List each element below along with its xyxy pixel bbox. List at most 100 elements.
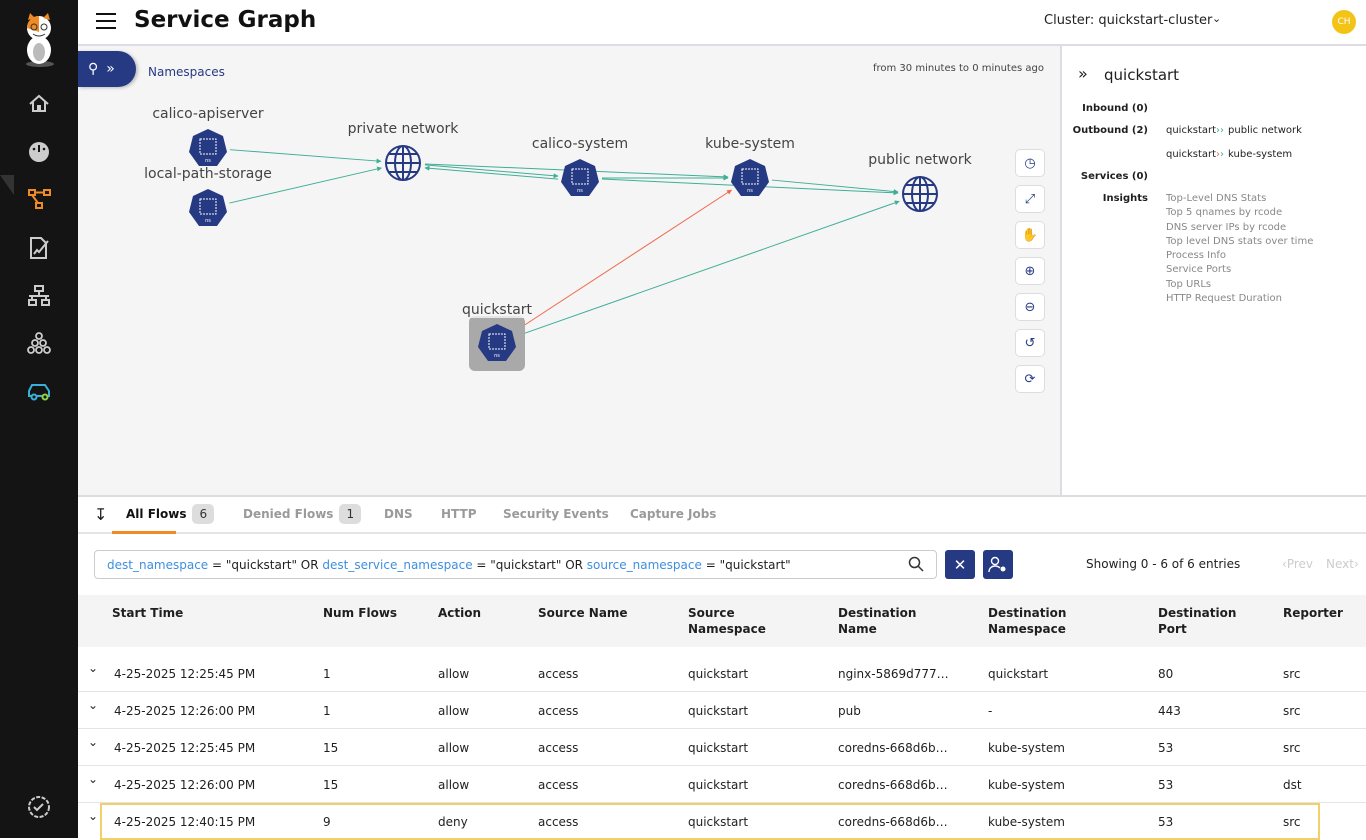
table-row[interactable]: ⌄ 4-25-2025 12:26:00 PM 1 allow access quicks… [78, 692, 1366, 729]
collapse-panel-icon[interactable]: » [1078, 64, 1088, 83]
column-header-source-name[interactable]: Source Name [538, 606, 628, 620]
graph-node-private-network[interactable] [383, 143, 423, 183]
search-icon[interactable] [908, 556, 924, 572]
insight-link[interactable]: Top 5 qnames by rcode [1166, 207, 1283, 219]
column-header-destination-name[interactable]: Destination Name [838, 606, 917, 636]
graph-node-kube-system[interactable]: ns [730, 158, 770, 198]
graph-edge-kube-system-to-public-network[interactable] [771, 179, 899, 195]
insight-link[interactable]: Top level DNS stats over time [1166, 235, 1314, 247]
tab-http[interactable]: HTTP [441, 507, 476, 521]
tab-security-events[interactable]: Security Events [503, 507, 609, 521]
tab-denied-flows[interactable]: Denied Flows 1 [243, 504, 362, 524]
insight-link[interactable]: Process Info [1166, 250, 1227, 262]
graph-edge-quickstart-to-public-network[interactable] [517, 200, 900, 337]
tab-all-flows[interactable]: All Flows 6 [126, 504, 215, 524]
cell-source-namespace: quickstart [688, 667, 749, 681]
search-expand-button[interactable]: ⚲» [78, 51, 136, 87]
sidebar [0, 0, 78, 838]
check-circle-icon[interactable] [24, 792, 54, 822]
cell-source-namespace: quickstart [688, 741, 749, 755]
expand-row-chevron-icon[interactable]: ⌄ [88, 661, 99, 675]
tab-label: HTTP [441, 507, 477, 521]
collapse-double-chevron-icon[interactable]: ↧ [94, 505, 108, 524]
clock-button[interactable]: ◷ [1015, 149, 1045, 177]
zoom-in-button[interactable]: ⊕ [1015, 257, 1045, 285]
sidebar-item-car[interactable] [24, 377, 54, 407]
table-row[interactable]: ⌄ 4-25-2025 12:40:15 PM 9 deny access quickst… [88, 803, 1320, 840]
insight-link[interactable]: Top URLs [1166, 278, 1212, 290]
sidebar-item-endpoints[interactable] [24, 329, 54, 359]
zoom-out-button[interactable]: ⊖ [1015, 293, 1045, 321]
user-settings-button[interactable] [983, 550, 1013, 579]
tab-label: Security Events [503, 507, 609, 521]
pan-button[interactable]: ✋ [1015, 221, 1045, 249]
insight-link[interactable]: Service Ports [1166, 264, 1232, 276]
active-tab-indicator [112, 531, 176, 534]
tab-dns[interactable]: DNS [384, 507, 413, 521]
outbound-label: Outbound (2) [1072, 125, 1148, 136]
graph-node-quickstart[interactable]: ns [477, 323, 517, 363]
column-header-destination-namespace[interactable]: Destination Namespace [988, 606, 1067, 636]
globe-icon [902, 176, 938, 212]
undo-button[interactable]: ↺ [1015, 329, 1045, 357]
column-header-action[interactable]: Action [438, 606, 482, 620]
expand-row-chevron-icon[interactable]: ⌄ [88, 735, 99, 749]
home-icon [29, 94, 49, 112]
cluster-selector[interactable]: Cluster: quickstart-cluster [1044, 13, 1213, 28]
insight-link[interactable]: Top-Level DNS Stats [1166, 193, 1267, 204]
expand-row-chevron-icon[interactable]: ⌄ [88, 772, 99, 786]
insight-link[interactable]: HTTP Request Duration [1166, 293, 1283, 305]
chevron-down-icon[interactable]: ⌄ [1212, 12, 1222, 25]
refresh-button[interactable]: ⟳ [1015, 365, 1045, 393]
table-row[interactable]: ⌄ 4-25-2025 12:25:45 PM 1 allow access quicks… [78, 655, 1366, 692]
cell-action: allow [438, 741, 470, 755]
sidebar-item-dashboard[interactable] [24, 137, 54, 167]
column-header-start-time[interactable]: Start Time [112, 606, 184, 620]
graph-edge-calico-apiserver-to-private-network[interactable] [229, 149, 382, 164]
outbound-item[interactable]: quickstart›› kube-system [1166, 149, 1293, 160]
breadcrumb[interactable]: Namespaces [148, 65, 225, 79]
graph-edge-quickstart-to-kube-system[interactable] [515, 189, 732, 332]
next-page-button[interactable]: Next› [1326, 557, 1359, 571]
svg-text:ns: ns [747, 188, 753, 194]
sidebar-item-service-graph[interactable] [24, 184, 54, 214]
tab-label: DNS [384, 507, 413, 521]
graph-node-public-network[interactable] [900, 174, 940, 214]
graph-node-calico-system[interactable]: ns [560, 158, 600, 198]
column-header-destination-port[interactable]: Destination Port [1158, 606, 1237, 636]
cell-source-namespace: quickstart [688, 815, 749, 829]
filter-query-input[interactable]: dest_namespace = "quickstart" OR dest_se… [94, 550, 937, 579]
fit-icon: ⤢ [1024, 191, 1036, 207]
details-panel: » quickstart Inbound (0) Outbound (2) qu… [1060, 46, 1366, 495]
table-row[interactable]: ⌄ 4-25-2025 12:26:00 PM 15 allow access quick… [78, 766, 1366, 803]
fit-button[interactable]: ⤢ [1015, 185, 1045, 213]
graph-edge-calico-system-to-private-network[interactable] [424, 165, 559, 180]
flow-arrow-icon: › [1220, 149, 1225, 160]
avatar[interactable]: CH [1332, 10, 1356, 34]
graph-node-local-path-storage[interactable]: ns [188, 188, 228, 228]
calico-cat-logo [26, 13, 54, 67]
graph-edge-private-network-to-calico-system[interactable] [424, 164, 559, 179]
clear-filter-button[interactable]: ✕ [945, 550, 975, 579]
table-row[interactable]: ⌄ 4-25-2025 12:25:45 PM 15 allow access quick… [78, 729, 1366, 766]
column-header-reporter[interactable]: Reporter [1283, 606, 1343, 620]
prev-page-button[interactable]: ‹Prev [1282, 557, 1313, 571]
outbound-item[interactable]: quickstart›› public network [1166, 125, 1302, 136]
sidebar-item-home[interactable] [24, 89, 54, 119]
column-header-num-flows[interactable]: Num Flows [323, 606, 398, 620]
service-graph-canvas[interactable]: ⚲» Namespaces from 30 minutes to 0 minut… [78, 46, 1060, 495]
sidebar-item-network[interactable] [24, 281, 54, 311]
cell-destination-name: coredns-668d6b… [838, 778, 948, 792]
time-range[interactable]: from 30 minutes to 0 minutes ago [872, 63, 1044, 74]
column-header-source-namespace[interactable]: Source Namespace [688, 606, 766, 636]
sidebar-item-policy[interactable] [24, 233, 54, 263]
node-label: public network [868, 152, 972, 168]
graph-edge-local-path-storage-to-private-network[interactable] [229, 166, 383, 204]
graph-node-calico-apiserver[interactable]: ns [188, 128, 228, 168]
hamburger-menu-icon[interactable] [96, 13, 116, 29]
expand-row-chevron-icon[interactable]: ⌄ [88, 809, 99, 823]
insight-link[interactable]: DNS server IPs by rcode [1166, 221, 1287, 233]
graph-edges [229, 149, 900, 337]
tab-capture-jobs[interactable]: Capture Jobs [630, 507, 716, 521]
expand-row-chevron-icon[interactable]: ⌄ [88, 698, 99, 712]
